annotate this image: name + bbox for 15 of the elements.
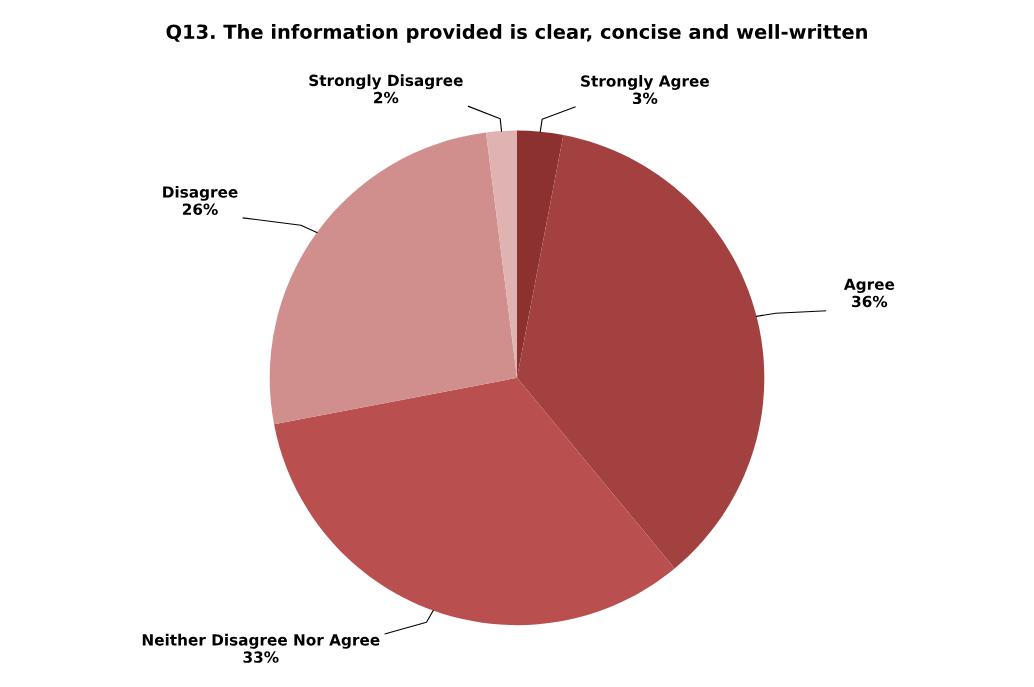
data-label: 3% bbox=[632, 92, 658, 105]
data-label: 36% bbox=[852, 295, 888, 308]
pie-slice bbox=[269, 132, 517, 425]
slice-label: Neither Disagree Nor Agree bbox=[142, 633, 380, 649]
pie-slice bbox=[517, 134, 765, 569]
data-label: 26% bbox=[182, 203, 218, 215]
slice-label: Strongly Agree bbox=[581, 74, 709, 90]
slice-label: Agree bbox=[843, 278, 895, 294]
pie-slice bbox=[517, 130, 564, 378]
data-label: 2% bbox=[374, 91, 399, 104]
slice-label: Strongly Disagree bbox=[309, 74, 463, 90]
data-label: 33% bbox=[243, 651, 279, 663]
pie-slice bbox=[274, 377, 675, 626]
slice-label: Disagree bbox=[163, 185, 238, 201]
chart-title: Q13. The information provided is clear, concise and well-written bbox=[166, 24, 867, 43]
